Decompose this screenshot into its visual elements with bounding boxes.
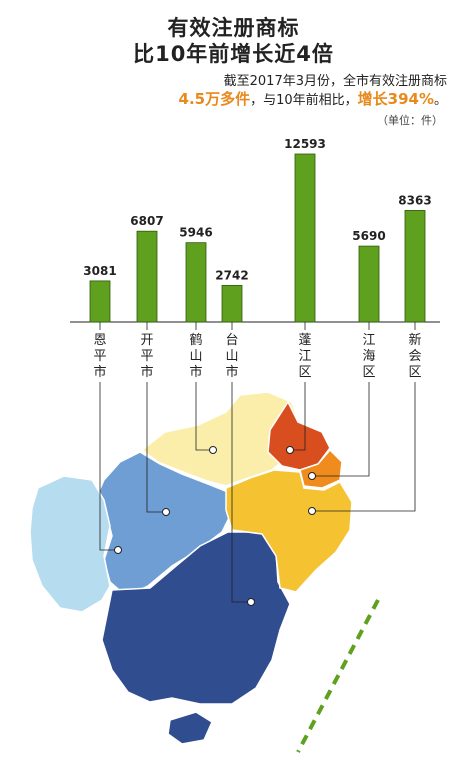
bar-6 [404, 210, 426, 323]
value-label-6: 8363 [398, 193, 431, 207]
map-marker-6 [308, 507, 316, 515]
bar-4 [294, 153, 316, 323]
highlight-total: 4.5万多件 [178, 90, 251, 108]
value-label-0: 3081 [83, 264, 116, 278]
leader-line-0 [99, 382, 118, 551]
leader-line-3 [231, 382, 251, 603]
dashed-coast-line [296, 599, 380, 753]
leader-line-5 [312, 382, 370, 477]
chart-title-line1: 有效注册商标 [167, 16, 300, 40]
region-xinhui [225, 469, 353, 593]
value-label-2: 5946 [179, 226, 212, 240]
chart-title-line2: 比10年前增长近4倍 [133, 42, 334, 66]
subtitle-line1: 截至2017年3月份，全市有效注册商标 [223, 74, 447, 89]
category-label-0: 恩平市 [93, 333, 106, 380]
value-label-3: 2742 [215, 268, 248, 282]
region-taishan-island [167, 711, 213, 745]
bar-5 [358, 245, 380, 323]
leader-line-2 [195, 382, 213, 451]
map-marker-1 [162, 508, 170, 516]
subtitle-line2: 4.5万多件，与10年前相比，增长394%。 [179, 88, 447, 109]
category-label-6: 新会区 [408, 332, 421, 380]
region-enping [29, 475, 111, 613]
leader-line-6 [312, 382, 416, 512]
region-taishan [101, 531, 291, 705]
jiangmen-map [29, 391, 380, 753]
unit-label: （单位：件） [377, 114, 443, 127]
bars: 3081 恩平市 6807 开平市 5946 鹤山市 2742 台山市 12593 蓬江区 5690… [70, 137, 440, 606]
bar-1 [136, 230, 158, 323]
bar-2 [185, 242, 207, 323]
map-marker-0 [114, 546, 122, 554]
subtitle-end: 。 [433, 93, 447, 108]
value-label-4: 12593 [284, 137, 326, 151]
category-label-4: 蓬江区 [298, 333, 311, 380]
value-label-1: 6807 [130, 214, 163, 228]
category-label-1: 开平市 [140, 333, 153, 380]
map-marker-4 [286, 446, 294, 454]
category-label-2: 鹤山市 [189, 332, 202, 380]
map-marker-2 [209, 446, 217, 454]
bar-0 [89, 280, 111, 323]
leader-line-4 [290, 382, 306, 451]
map-marker-3 [247, 598, 255, 606]
category-label-3: 台山市 [225, 333, 238, 380]
highlight-growth: 增长394% [357, 90, 434, 108]
category-label-5: 江海区 [362, 333, 375, 380]
leader-line-1 [146, 382, 166, 513]
subtitle-mid: ，与10年前相比， [250, 93, 358, 108]
bar-3 [221, 285, 243, 323]
map-marker-5 [308, 472, 316, 480]
value-label-5: 5690 [352, 229, 385, 243]
